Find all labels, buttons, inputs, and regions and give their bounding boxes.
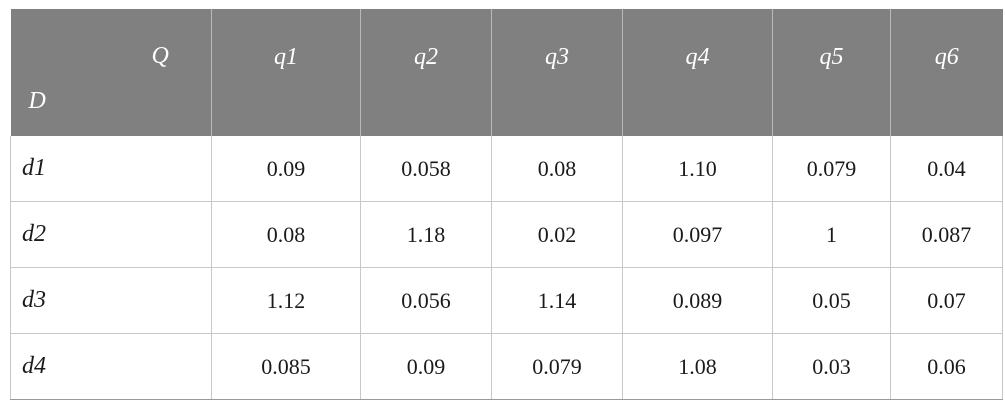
table-row: d3 1.12 0.056 1.14 0.089 0.05 0.07 — [10, 267, 1003, 334]
table-cell: 1.18 — [360, 201, 492, 268]
table-cell: 0.07 — [890, 267, 1003, 334]
column-header-label: q2 — [414, 44, 438, 70]
table-cell: 0.04 — [890, 136, 1003, 202]
row-label: d4 — [10, 333, 212, 400]
column-header-label: q6 — [934, 44, 959, 70]
corner-column-axis-label: Q — [151, 43, 169, 69]
row-label: d2 — [10, 201, 212, 268]
table-cell: 0.08 — [211, 201, 361, 268]
column-header-label: q3 — [545, 44, 569, 70]
table-cell: 0.056 — [360, 267, 492, 334]
table-header: Q D q1 q2 q3 q4 q5 q6 — [10, 9, 1003, 136]
column-header-label: q5 — [819, 44, 844, 70]
corner-header-cell: Q D — [10, 9, 212, 136]
header-row: Q D q1 q2 q3 q4 q5 q6 — [10, 9, 1003, 136]
column-header: q1 — [211, 9, 361, 136]
column-header: q6 — [890, 9, 1003, 136]
table-cell: 0.09 — [211, 136, 361, 202]
table-body: d1 0.09 0.058 0.08 1.10 0.079 0.04 d2 0.… — [10, 136, 1003, 400]
column-header-label: q1 — [274, 44, 298, 70]
table-cell: 0.079 — [772, 136, 891, 202]
table-row: d2 0.08 1.18 0.02 0.097 1 0.087 — [10, 201, 1003, 268]
table-cell: 0.058 — [360, 136, 492, 202]
table-cell: 0.09 — [360, 333, 492, 400]
table-cell: 0.06 — [890, 333, 1003, 400]
table-row: d1 0.09 0.058 0.08 1.10 0.079 0.04 — [10, 136, 1003, 202]
table-cell: 0.085 — [211, 333, 361, 400]
table-cell: 1.12 — [211, 267, 361, 334]
table-cell: 0.05 — [772, 267, 891, 334]
column-header: q4 — [622, 9, 773, 136]
column-header: q3 — [491, 9, 623, 136]
column-header: q5 — [772, 9, 891, 136]
table-cell: 0.097 — [622, 201, 773, 268]
data-table-container: Q D q1 q2 q3 q4 q5 q6 d1 0.09 0.058 0.08… — [10, 9, 1003, 400]
relevance-table: Q D q1 q2 q3 q4 q5 q6 d1 0.09 0.058 0.08… — [10, 9, 1003, 400]
column-header: q2 — [360, 9, 492, 136]
table-row: d4 0.085 0.09 0.079 1.08 0.03 0.06 — [10, 333, 1003, 400]
table-cell: 1.08 — [622, 333, 773, 400]
corner-row-axis-label: D — [28, 88, 46, 114]
table-cell: 0.08 — [491, 136, 623, 202]
table-cell: 0.079 — [491, 333, 623, 400]
table-cell: 0.087 — [890, 201, 1003, 268]
table-cell: 1.10 — [622, 136, 773, 202]
table-cell: 1 — [772, 201, 891, 268]
table-cell: 1.14 — [491, 267, 623, 334]
table-cell: 0.03 — [772, 333, 891, 400]
column-header-label: q4 — [685, 44, 710, 70]
table-cell: 0.02 — [491, 201, 623, 268]
row-label: d3 — [10, 267, 212, 334]
table-cell: 0.089 — [622, 267, 773, 334]
row-label: d1 — [10, 136, 212, 202]
